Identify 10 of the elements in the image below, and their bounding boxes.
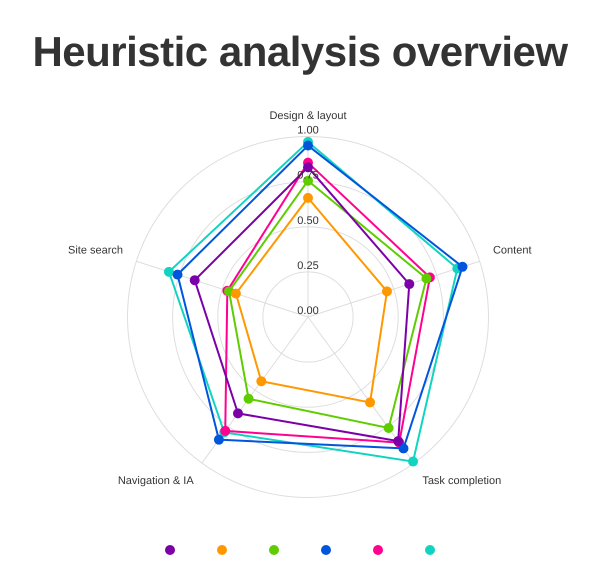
y-tick-label: 0.50 [297,214,319,227]
spoke-label: Design & layout [269,110,347,122]
spoke-label: Site search [68,244,124,256]
spoke-label: Content [492,244,532,256]
chart-title: Heuristic analysis overview [31,27,569,77]
spoke-label: Task completion [422,474,502,487]
y-tick-label: 0.25 [297,260,319,272]
y-tick-label: 0.00 [297,305,319,318]
spoke-label: Navigation & IA [118,474,194,487]
y-tick-label: 1.00 [297,124,319,137]
